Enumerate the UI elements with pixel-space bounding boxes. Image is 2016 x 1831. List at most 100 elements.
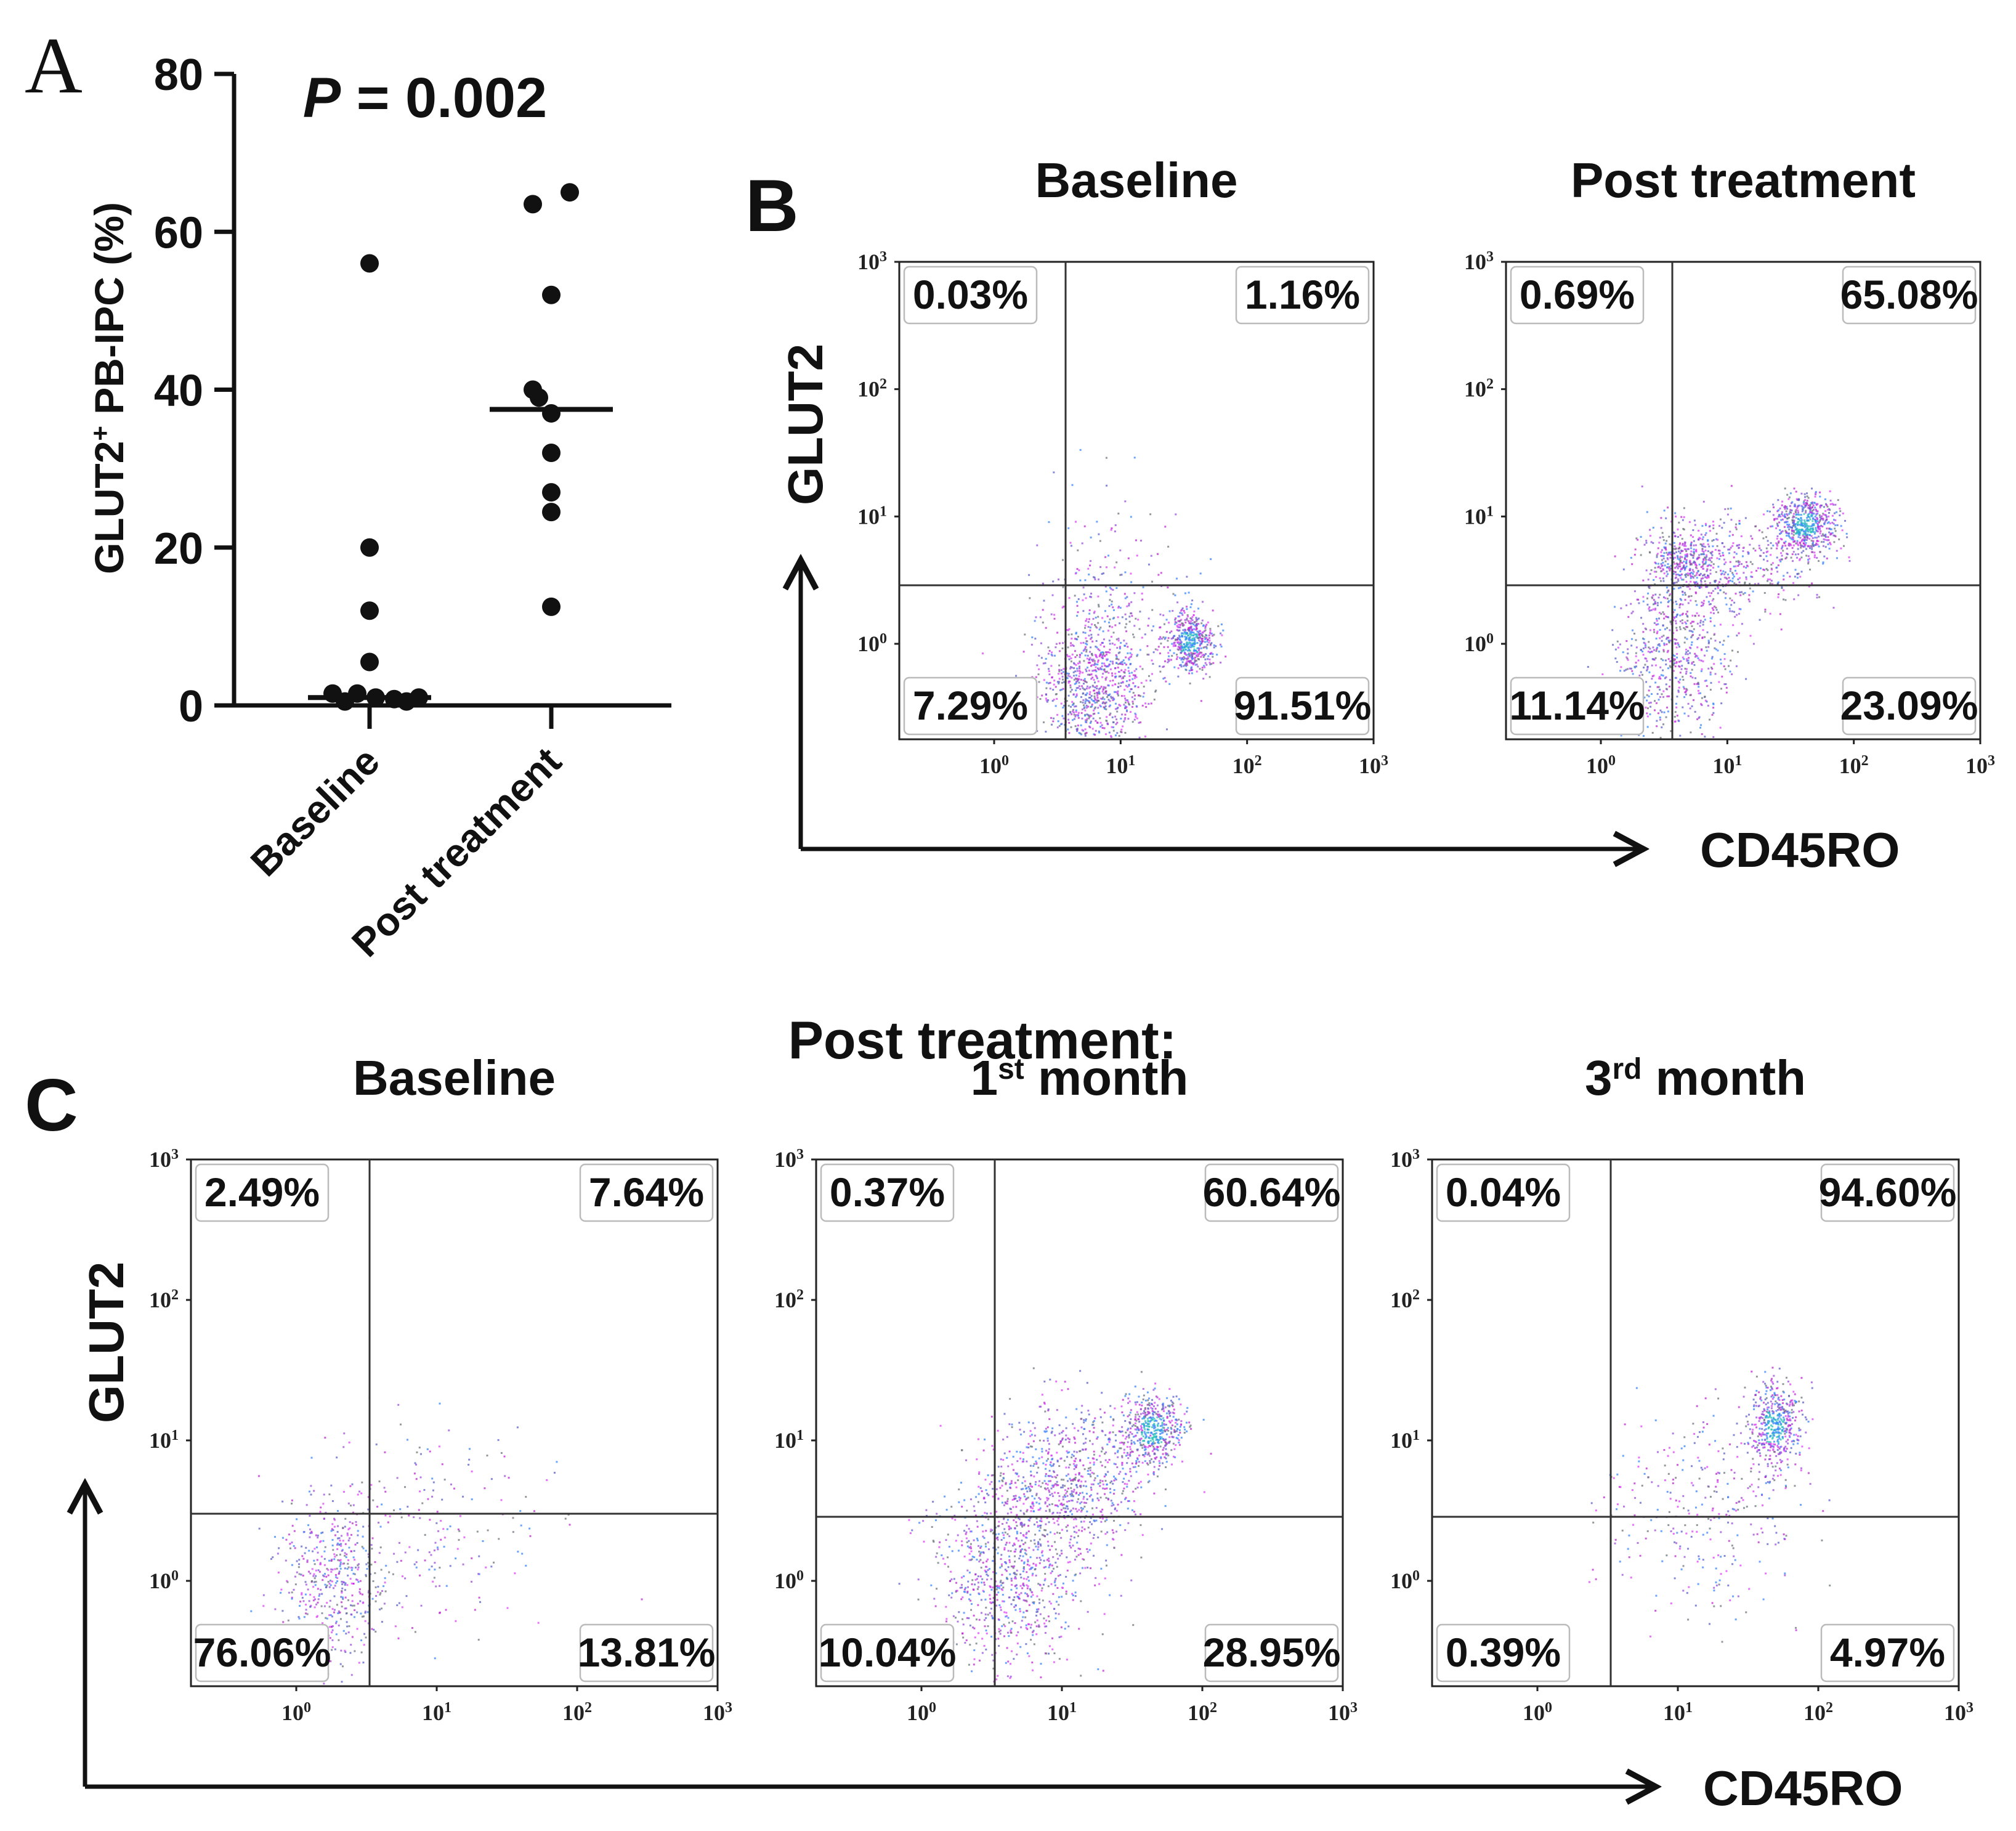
event-dot (1131, 700, 1134, 703)
event-dot (1082, 672, 1084, 674)
event-dot (1013, 1543, 1016, 1546)
event-dot (1771, 562, 1774, 564)
event-dot (961, 1540, 963, 1543)
event-dot (1190, 632, 1192, 635)
event-dot (394, 1625, 397, 1628)
event-dot (1691, 676, 1694, 679)
event-dot (1180, 647, 1183, 649)
event-dot (1160, 572, 1162, 574)
event-dot (1031, 1591, 1034, 1594)
event-dot (1029, 597, 1031, 599)
event-dot (1634, 666, 1637, 668)
event-dot (1683, 688, 1686, 690)
event-dot (1191, 654, 1193, 656)
event-dot (1834, 519, 1837, 521)
event-dot (1617, 646, 1619, 649)
event-dot (1759, 529, 1761, 532)
event-dot (1099, 540, 1101, 542)
event-dot (1093, 660, 1096, 662)
event-dot (1149, 680, 1152, 682)
event-dot (1765, 536, 1767, 538)
event-dot (1142, 696, 1144, 698)
event-dot (1730, 567, 1732, 570)
event-dot (1723, 591, 1725, 593)
event-dot (367, 1553, 370, 1556)
event-dot (1180, 649, 1182, 651)
event-dot (1712, 702, 1715, 705)
event-dot (1783, 575, 1785, 577)
event-dot (1827, 508, 1829, 511)
event-dot (1805, 524, 1808, 527)
event-dot (280, 1591, 282, 1594)
event-dot (1103, 645, 1106, 648)
event-dot (1220, 661, 1222, 664)
event-dot (1075, 521, 1077, 523)
event-dot (1128, 672, 1131, 675)
event-dot (1048, 521, 1050, 523)
event-dot (417, 1549, 419, 1551)
event-dot (1014, 1577, 1017, 1580)
event-dot (1766, 510, 1768, 513)
event-dot (1023, 1493, 1026, 1495)
event-dot (336, 1577, 339, 1579)
event-dot (326, 1585, 328, 1587)
event-dot (367, 1508, 370, 1511)
event-dot (1762, 552, 1765, 554)
event-dot (1815, 510, 1818, 512)
event-dot (1686, 572, 1689, 575)
event-dot (316, 1615, 318, 1617)
event-dot (358, 1490, 361, 1493)
event-dot (258, 1527, 261, 1530)
event-dot (352, 1572, 355, 1575)
event-dot (1103, 692, 1105, 695)
event-dot (1188, 661, 1191, 664)
event-dot (1199, 630, 1202, 632)
event-dot (1614, 657, 1617, 660)
event-dot (1175, 617, 1177, 620)
event-dot (1104, 1577, 1106, 1580)
event-dot (1057, 1557, 1059, 1560)
event-dot (1162, 666, 1164, 668)
event-dot (1132, 1624, 1135, 1626)
event-dot (1040, 657, 1043, 659)
event-dot (981, 1524, 984, 1527)
event-dot (374, 1561, 376, 1564)
event-dot (1812, 504, 1815, 506)
event-dot (379, 1592, 382, 1594)
event-dot (1703, 654, 1706, 657)
event-dot (1630, 644, 1633, 647)
event-dot (1795, 490, 1797, 493)
event-dot (925, 1514, 928, 1517)
quadrant-box (195, 1163, 330, 1222)
event-dot (439, 1585, 441, 1587)
event-dot (1690, 636, 1693, 638)
event-dot (1123, 639, 1125, 642)
event-dot (317, 1534, 319, 1537)
event-dot (1822, 518, 1824, 520)
event-dot (925, 1509, 928, 1511)
event-dot (1131, 721, 1134, 723)
event-dot (399, 1508, 402, 1511)
event-dot (1797, 594, 1800, 596)
event-dot (1122, 671, 1125, 673)
event-dot (1104, 620, 1106, 623)
event-dot (1685, 672, 1687, 675)
event-dot (1812, 520, 1814, 522)
event-dot (1794, 510, 1797, 513)
event-dot (1832, 534, 1835, 537)
event-dot (1180, 664, 1182, 666)
event-dot (1804, 538, 1807, 541)
event-dot (1828, 548, 1831, 550)
event-dot (338, 1572, 341, 1575)
quadrant-label-lr: 91.51% (1234, 676, 1371, 736)
event-dot (1200, 656, 1202, 658)
event-dot (1669, 629, 1671, 631)
event-dot (485, 1566, 487, 1569)
event-dot (1090, 665, 1093, 667)
event-dot (1654, 601, 1656, 603)
event-dot (1091, 654, 1093, 657)
event-dot (1197, 653, 1199, 656)
event-dot (1199, 644, 1201, 647)
event-dot (1159, 652, 1161, 655)
event-dot (976, 1520, 978, 1522)
